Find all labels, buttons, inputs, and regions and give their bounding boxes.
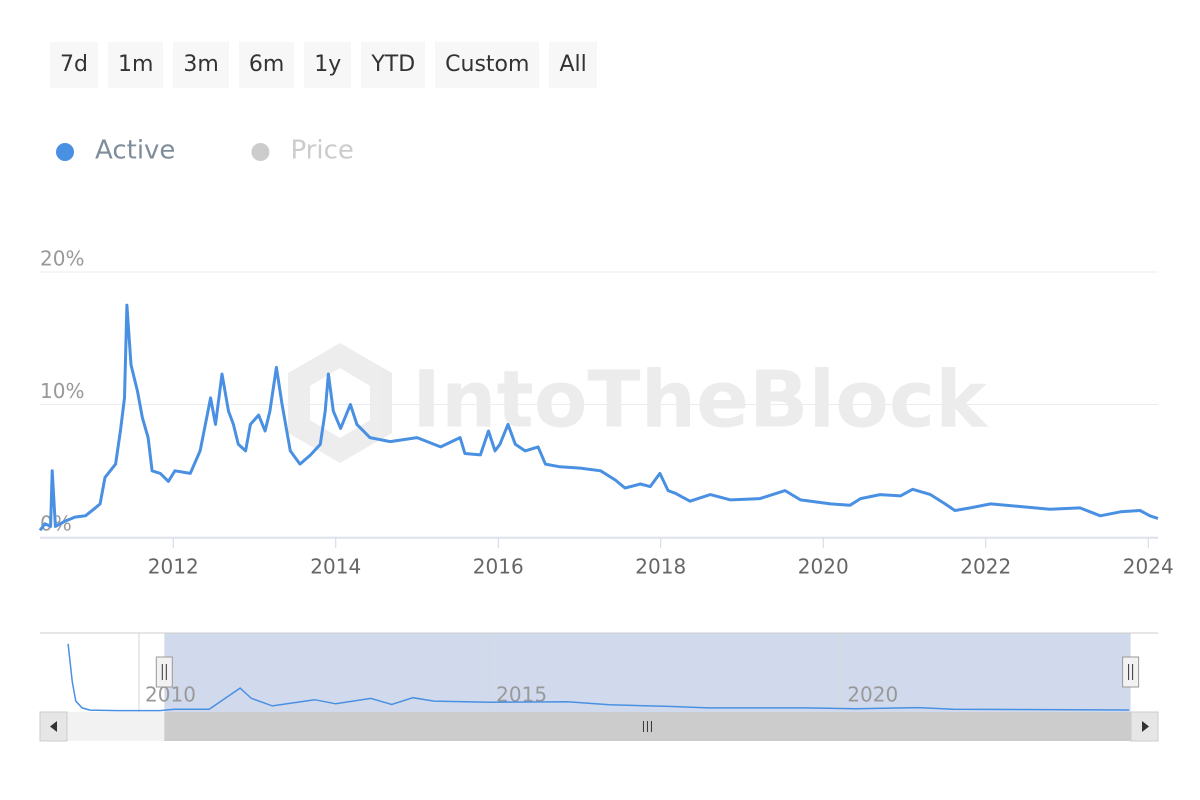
legend-marker	[56, 143, 74, 161]
legend-marker	[251, 143, 270, 161]
legend-label[interactable]: Active	[95, 136, 175, 166]
x-tick-label: 2020	[798, 555, 849, 579]
x-tick-label: 2014	[310, 555, 361, 579]
x-tick-label: 2024	[1123, 555, 1174, 579]
range-button[interactable]: YTD	[361, 42, 426, 88]
arrow	[1142, 721, 1149, 732]
range-button[interactable]: 6m	[238, 42, 295, 88]
navigator-handle[interactable]	[1122, 656, 1140, 688]
navigator-selection	[164, 633, 1131, 712]
watermark: IntoTheBlock	[288, 343, 989, 463]
range-selector: 7d 1m 3m 6m 1y YTD Custom All	[50, 42, 597, 88]
range-button[interactable]: Custom	[435, 42, 540, 88]
watermark-text: IntoTheBlock	[412, 355, 989, 445]
y-tick-label: 10%	[40, 379, 84, 403]
range-button[interactable]: 1y	[304, 42, 352, 88]
scroll-left[interactable]	[39, 711, 68, 742]
arrow	[50, 721, 57, 732]
line-series	[38, 303, 1159, 532]
x-tick-label: 2018	[635, 555, 686, 579]
range-button[interactable]: 7d	[50, 42, 98, 88]
navigator-series	[67, 643, 1130, 712]
navigator-handle[interactable]	[155, 656, 173, 688]
navigator-tick-label: 2015	[496, 683, 547, 707]
x-tick-label: 2012	[148, 555, 199, 579]
range-button[interactable]: All	[549, 42, 597, 88]
legend-label[interactable]: Price	[290, 136, 353, 166]
x-tick-label: 2016	[473, 555, 524, 579]
range-button[interactable]: 3m	[173, 42, 229, 88]
watermark-logo	[288, 343, 392, 463]
x-tick-label: 2022	[960, 555, 1011, 579]
y-tick-label: 20%	[40, 247, 84, 271]
navigator-tick-label: 2020	[847, 683, 898, 707]
range-button[interactable]: 1m	[107, 42, 164, 88]
